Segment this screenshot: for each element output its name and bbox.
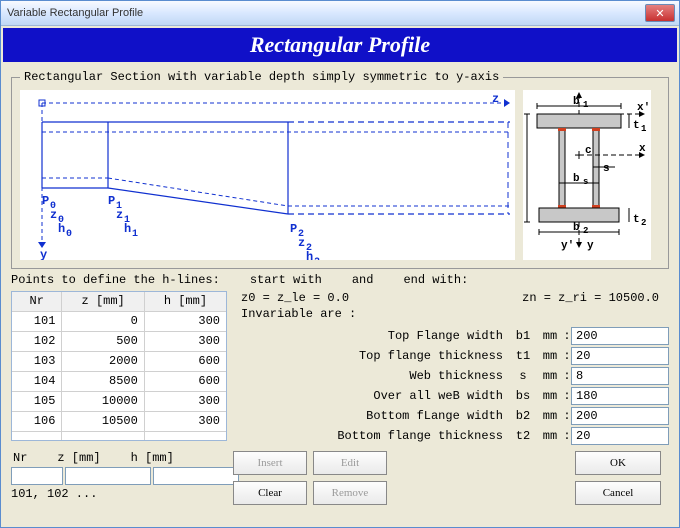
svg-text:z: z	[492, 92, 499, 106]
svg-text:x: x	[639, 143, 646, 155]
h-input[interactable]	[153, 467, 239, 485]
cross-section-diagram: cxx'y'yb1b2ht1t2sbs	[523, 90, 651, 260]
field-label: Top flange thickness	[235, 349, 509, 363]
field-input-t1[interactable]	[571, 347, 669, 365]
svg-text:x': x'	[637, 102, 650, 114]
table-row[interactable]: 1032000600	[12, 352, 226, 372]
nr-header-z: z [mm]	[57, 451, 100, 465]
field-symbol: t2	[509, 429, 537, 443]
svg-text:z: z	[298, 236, 305, 250]
window-title: Variable Rectangular Profile	[5, 7, 643, 19]
table-row[interactable]: 10610500300	[12, 412, 226, 432]
svg-text:h: h	[124, 222, 131, 236]
field-unit: mm	[537, 389, 563, 403]
svg-text:z: z	[50, 208, 57, 222]
svg-text:y': y'	[561, 240, 574, 252]
field-input-s[interactable]	[571, 367, 669, 385]
nr-header-h: h [mm]	[131, 451, 174, 465]
nr-entry-group: Nr z [mm] h [mm] 101, 102 ...	[11, 451, 225, 501]
svg-text:2: 2	[314, 257, 320, 260]
table-row[interactable]: 1010300	[12, 312, 226, 332]
edit-button[interactable]: Edit	[313, 451, 387, 475]
svg-text:P: P	[42, 194, 49, 208]
nr-header-nr: Nr	[13, 451, 27, 465]
svg-text:y: y	[40, 248, 47, 260]
svg-text:y: y	[587, 240, 594, 252]
elevation-diagram: zyP0z0h0P1z1h1P2z2h2	[20, 90, 515, 260]
svg-text:t: t	[633, 214, 640, 226]
table-row[interactable]: 102500300	[12, 332, 226, 352]
field-unit: mm	[537, 409, 563, 423]
field-label: Bottom fLange width	[235, 409, 509, 423]
field-unit: mm	[537, 369, 563, 383]
z-input[interactable]	[65, 467, 151, 485]
cancel-button[interactable]: Cancel	[575, 481, 661, 505]
field-input-b2[interactable]	[571, 407, 669, 425]
svg-text:2: 2	[641, 218, 646, 228]
svg-text:h: h	[523, 164, 524, 176]
svg-text:h: h	[58, 222, 65, 236]
field-input-b1[interactable]	[571, 327, 669, 345]
svg-text:z: z	[116, 208, 123, 222]
svg-text:b: b	[573, 173, 580, 185]
svg-text:t: t	[633, 120, 640, 132]
invariable-label: Invariable are :	[235, 307, 669, 325]
field-symbol: b1	[509, 329, 537, 343]
field-label: Top Flange width	[235, 329, 509, 343]
points-table[interactable]: Nrz [mm]h [mm]10103001025003001032000600…	[11, 291, 227, 441]
field-label: Over all weB width	[235, 389, 509, 403]
field-symbol: s	[509, 369, 537, 383]
z0-label: z0 = z_le = 0.0	[241, 291, 349, 305]
field-input-bs[interactable]	[571, 387, 669, 405]
field-label: Web thickness	[235, 369, 509, 383]
table-row[interactable]: 1048500600	[12, 372, 226, 392]
svg-text:P: P	[290, 222, 297, 236]
svg-text:s: s	[583, 177, 588, 187]
nr-input[interactable]	[11, 467, 63, 485]
remove-button[interactable]: Remove	[313, 481, 387, 505]
svg-text:s: s	[603, 163, 610, 175]
zn-label: zn = z_ri = 10500.0	[522, 291, 659, 305]
svg-text:b: b	[573, 222, 580, 234]
svg-text:1: 1	[132, 229, 138, 240]
profile-groupbox: Rectangular Section with variable depth …	[11, 70, 669, 269]
table-row[interactable]: 10510000300	[12, 392, 226, 412]
svg-text:h: h	[306, 250, 313, 260]
page-header: Rectangular Profile	[3, 28, 677, 62]
svg-text:1: 1	[641, 124, 647, 134]
field-label: Bottom flange thickness	[235, 429, 509, 443]
dialog-window: Variable Rectangular Profile ✕ Rectangul…	[0, 0, 680, 528]
svg-text:2: 2	[583, 226, 588, 236]
groupbox-legend: Rectangular Section with variable depth …	[20, 70, 503, 84]
clear-button[interactable]: Clear	[233, 481, 307, 505]
svg-text:b: b	[573, 96, 580, 108]
field-symbol: t1	[509, 349, 537, 363]
close-icon: ✕	[655, 7, 664, 20]
field-unit: mm	[537, 349, 563, 363]
field-unit: mm	[537, 329, 563, 343]
svg-text:0: 0	[66, 229, 72, 240]
nr-hint: 101, 102 ...	[11, 487, 225, 501]
field-symbol: b2	[509, 409, 537, 423]
svg-text:P: P	[108, 194, 115, 208]
field-symbol: bs	[509, 389, 537, 403]
points-define-line: Points to define the h-lines: start with…	[11, 273, 669, 287]
field-input-t2[interactable]	[571, 427, 669, 445]
titlebar[interactable]: Variable Rectangular Profile ✕	[1, 1, 679, 26]
ok-button[interactable]: OK	[575, 451, 661, 475]
close-button[interactable]: ✕	[645, 4, 675, 22]
svg-text:1: 1	[583, 100, 589, 110]
insert-button[interactable]: Insert	[233, 451, 307, 475]
field-unit: mm	[537, 429, 563, 443]
